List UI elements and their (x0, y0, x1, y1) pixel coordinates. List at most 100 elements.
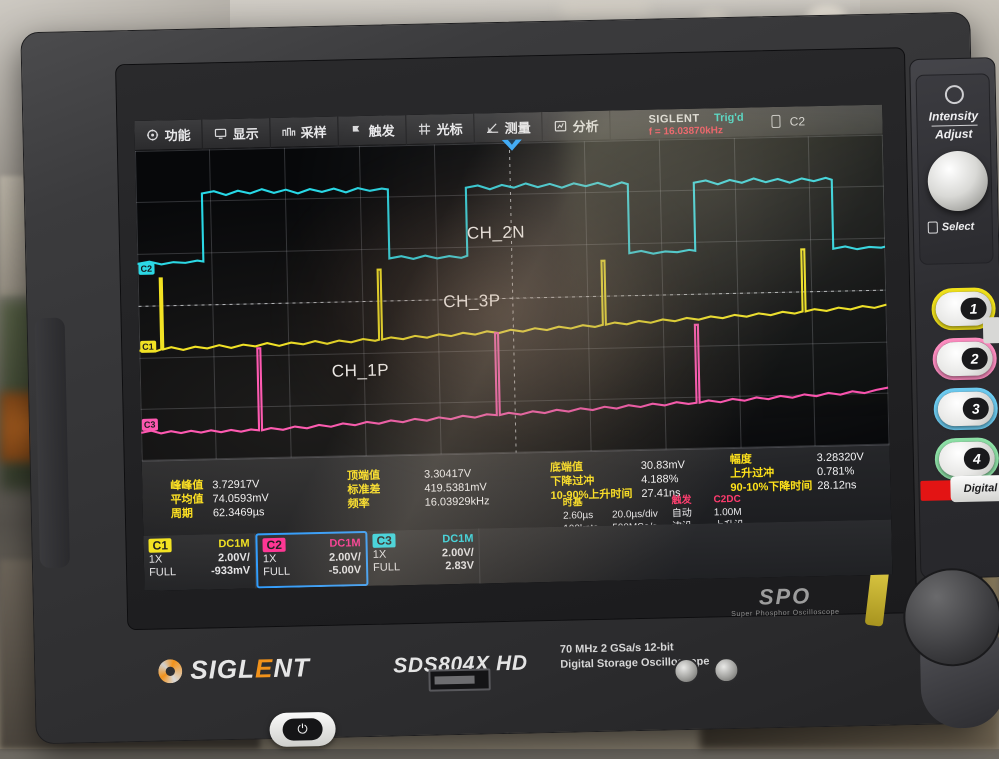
channel-4-button[interactable]: 4 (938, 441, 996, 477)
measurement-group-4[interactable]: 幅度 上升过冲 90-10%下降时间 3.28320V 0.781% 28.12… (730, 450, 865, 495)
measurement-group-1[interactable]: 峰峰值 平均值 周期 3.72917V 74.0593mV 62.3469µs (170, 477, 269, 521)
measure-value: 30.83mV (640, 459, 686, 472)
channel-coupling-c2: DC1M (329, 537, 361, 550)
acquire-icon (282, 127, 296, 136)
select-button-row[interactable]: Select (927, 220, 975, 234)
channel-bandwidth-c3: FULL (372, 561, 401, 574)
channel-marker-c3[interactable]: C3 (141, 418, 158, 431)
measurement-group-2[interactable]: 顶端值 标准差 频率 3.30417V 419.5381mV 16.03929k… (347, 466, 490, 511)
measure-value: 4.188% (641, 473, 679, 487)
measure-value: 28.12ns (817, 479, 857, 493)
channel-card-c3[interactable]: C3 DC1M 1X 2.00V/ FULL 2.83V (367, 528, 481, 586)
menu-item-display[interactable]: 显示 (202, 117, 271, 149)
chassis-side-rail (34, 317, 71, 569)
channel-marker-c1[interactable]: C1 (140, 340, 156, 353)
channel-tag-c3: C3 (372, 533, 397, 548)
frequency-readout: f = 16.03870kHz (648, 124, 724, 138)
menu-label-measure: 测量 (504, 120, 531, 136)
menu-bar: 功能 显示 采样 触发 光标 测量 (134, 104, 883, 151)
power-icon: ⏻ (282, 717, 323, 741)
menu-label-display: 显示 (232, 126, 259, 142)
trigger-label: 触发 (671, 494, 692, 507)
measure-icon (487, 123, 499, 134)
side-connector (982, 317, 999, 344)
spo-wordmark: SPO (758, 583, 812, 610)
adjust-label: Adjust (934, 126, 973, 142)
annotation-ch1p: CH_1P (331, 360, 390, 381)
intensity-adjust-knob[interactable] (927, 150, 989, 212)
trigger-source: C2DC (713, 493, 741, 506)
selected-channel-indicator[interactable]: C2 (771, 113, 806, 129)
measure-label: 周期 (170, 507, 194, 521)
measurement-labels-1: 峰峰值 平均值 周期 (170, 479, 204, 522)
spo-logo: SPO Super Phosphor Oscilloscope (731, 583, 840, 618)
channel-1-number: 1 (960, 297, 987, 320)
channel-2-button[interactable]: 2 (936, 341, 994, 377)
menu-label-cursor: 光标 (436, 121, 463, 138)
intensity-label: Intensity (928, 108, 979, 124)
channel-tag-c1: C1 (148, 538, 173, 553)
measure-value: 3.72917V (212, 478, 260, 492)
analyze-icon (554, 120, 567, 132)
menu-item-acquire[interactable]: 采样 (270, 116, 339, 148)
menu-label-analyze: 分析 (572, 118, 599, 135)
digital-button[interactable]: Digital (950, 474, 999, 503)
channel-marker-c2[interactable]: C2 (138, 262, 155, 275)
oscilloscope: 功能 显示 采样 触发 光标 测量 (10, 0, 999, 759)
channel-4-number: 4 (963, 447, 991, 470)
measurement-labels-2: 顶端值 标准差 频率 (347, 469, 381, 512)
channel-bandwidth-c2: FULL (263, 565, 291, 579)
siglent-swirl-icon (158, 658, 183, 684)
menu-item-function[interactable]: 功能 (134, 118, 203, 151)
measure-value: 3.30417V (423, 467, 472, 481)
channel-scale-c3: 2.00V/ (441, 546, 474, 560)
selected-channel-label: C2 (789, 113, 806, 129)
power-button[interactable]: ⏻ (269, 711, 336, 748)
menu-item-analyze[interactable]: 分析 (542, 110, 611, 142)
timebase-scale: 20.0µs/div (611, 508, 658, 521)
measure-label: 标准差 (347, 483, 381, 497)
channel-offset-c3: 2.83V (445, 559, 475, 573)
ceiling-light-icon (560, 0, 650, 18)
cursor-icon (418, 123, 431, 135)
measurement-values-4: 3.28320V 0.781% 28.12ns (817, 450, 865, 493)
channel-3-button[interactable]: 3 (937, 391, 995, 427)
measure-value: 3.28320V (816, 451, 864, 465)
menu-label-trigger: 触发 (368, 123, 395, 139)
timebase-delay: 2.60µs (562, 510, 594, 522)
measure-value: 62.3469µs (212, 506, 265, 520)
annotation-ch3p: CH_3P (443, 291, 501, 312)
knob-select-icon (771, 114, 781, 129)
measurement-labels-4: 幅度 上升过冲 90-10%下降时间 (730, 451, 813, 495)
select-label: Select (941, 220, 975, 234)
trigger-icon (352, 125, 360, 137)
channel-tag-c2: C2 (262, 537, 287, 553)
trace-c3-pink (140, 323, 889, 435)
menu-item-trigger[interactable]: 触发 (338, 114, 407, 147)
measure-value: 0.781% (816, 465, 855, 479)
menu-item-measure[interactable]: 测量 (474, 111, 543, 144)
display-icon (214, 128, 227, 139)
siglent-logo: SIGLENT (158, 652, 310, 686)
trigger-position-marker[interactable] (501, 138, 523, 153)
channel-scale-c1: 2.00V/ (217, 551, 250, 565)
measure-label: 频率 (347, 498, 370, 511)
channel-card-c1[interactable]: C1 DC1M 1X 2.00V/ FULL -933mV (143, 533, 257, 591)
trigger-mode: 自动 (671, 507, 692, 520)
measure-label: 平均值 (170, 493, 204, 507)
timebase-label: 时基 (562, 497, 583, 509)
trace-c2-cyan (137, 176, 886, 266)
trace-c1-yellow (139, 248, 887, 353)
annotation-ch2n: CH_2N (466, 222, 526, 243)
select-icon (927, 221, 938, 234)
menu-label-acquire: 采样 (300, 124, 327, 141)
rotary-icon (944, 84, 965, 105)
screen-brand-label: SIGLENT (648, 112, 700, 126)
channel-coupling-c1: DC1M (218, 537, 250, 551)
channel-card-c2[interactable]: C2 DC1M 1X 2.00V/ FULL -5.00V (255, 530, 369, 589)
menu-item-cursor[interactable]: 光标 (406, 113, 475, 145)
waveform-traces (137, 176, 889, 435)
channel-offset-c2: -5.00V (328, 564, 362, 577)
status-brand-block: SIGLENT Trig'd f = 16.03870kHz (648, 109, 744, 138)
measurement-values-1: 3.72917V 74.0593mV 62.3469µs (212, 477, 269, 520)
